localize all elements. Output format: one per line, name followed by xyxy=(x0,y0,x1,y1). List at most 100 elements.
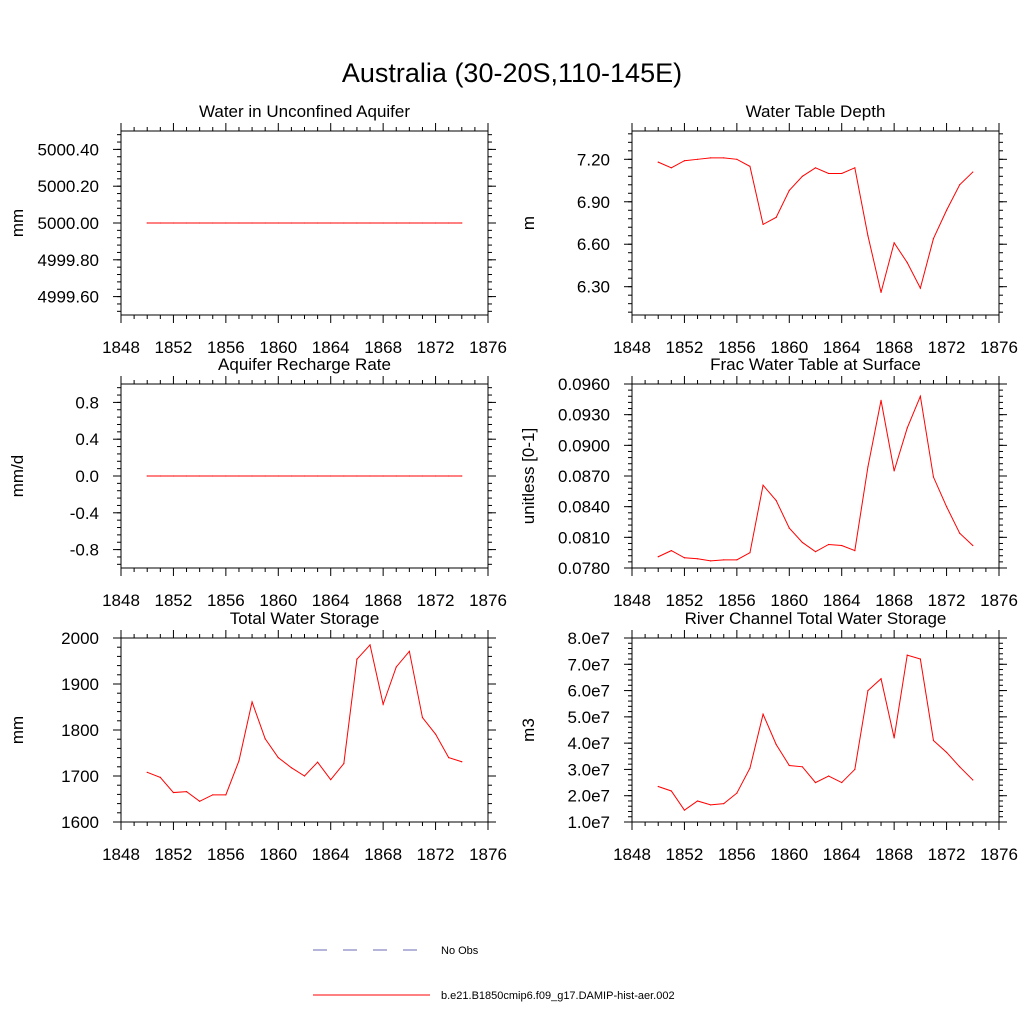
total-water-storage-data-point xyxy=(395,666,397,668)
river-channel-total-water-storage-data-point xyxy=(893,737,895,739)
water-table-depth-data-point xyxy=(841,172,843,175)
river-channel-total-water-storage-data-point xyxy=(683,809,686,811)
water-table-depth-data-point xyxy=(893,242,895,244)
river-channel-total-water-storage-ytick-label: 2.0e7 xyxy=(567,787,610,806)
frac-water-table-at-surface-xtick-label: 1864 xyxy=(823,591,861,610)
total-water-storage-data-point xyxy=(146,771,148,773)
river-channel-total-water-storage-data-point xyxy=(932,739,935,742)
aquifer-recharge-rate-data-point xyxy=(172,475,175,477)
river-channel-total-water-storage-data-point xyxy=(710,804,712,806)
water-table-depth-data-point xyxy=(972,171,974,173)
water-table-depth-data-point xyxy=(657,161,659,163)
aquifer-recharge-rate-data-point xyxy=(369,475,371,477)
frac-water-table-at-surface-frame xyxy=(631,383,1000,569)
total-water-storage-data-point xyxy=(212,794,214,796)
river-channel-total-water-storage-data-point xyxy=(880,678,882,680)
frac-water-table-at-surface-data-point xyxy=(670,550,672,552)
frac-water-table-at-surface-xtick-label: 1876 xyxy=(980,591,1018,610)
river-channel-total-water-storage-series-line xyxy=(658,654,974,811)
total-water-storage-data-point xyxy=(251,701,253,703)
aquifer-recharge-rate-data-point xyxy=(434,475,437,477)
total-water-storage-data-point xyxy=(290,767,292,769)
water-in-unconfined-aquifer-data-point xyxy=(238,222,240,224)
river-channel-total-water-storage-xtick-label: 1852 xyxy=(666,845,704,864)
aquifer-recharge-rate-data-point xyxy=(408,475,410,477)
water-table-depth-data-point xyxy=(867,235,869,237)
frac-water-table-at-surface-data-point xyxy=(906,427,908,429)
river-channel-total-water-storage-xtick-label: 1848 xyxy=(613,845,651,864)
aquifer-recharge-rate-data-point xyxy=(382,475,384,477)
total-water-storage-data-point xyxy=(343,762,345,765)
water-in-unconfined-aquifer-xtick-label: 1864 xyxy=(312,338,350,357)
water-in-unconfined-aquifer-xtick-label: 1860 xyxy=(259,338,297,357)
total-water-storage-data-point xyxy=(225,794,227,796)
water-in-unconfined-aquifer-xtick-label: 1856 xyxy=(207,338,245,357)
water-in-unconfined-aquifer-ytick-label: 5000.20 xyxy=(38,177,99,196)
river-channel-total-water-storage-data-point xyxy=(814,781,817,784)
aquifer-recharge-rate-data-point xyxy=(330,475,332,477)
aquifer-recharge-rate-data-point xyxy=(251,475,253,477)
water-in-unconfined-aquifer-data-point xyxy=(185,222,188,224)
total-water-storage-data-point xyxy=(185,791,188,793)
water-in-unconfined-aquifer-data-point xyxy=(317,222,319,224)
water-in-unconfined-aquifer-data-point xyxy=(448,222,450,224)
water-table-depth-data-point xyxy=(762,223,764,226)
total-water-storage-xtick-label: 1876 xyxy=(469,845,507,864)
aquifer-recharge-rate-xtick-label: 1872 xyxy=(417,591,455,610)
total-water-storage-data-point xyxy=(382,703,384,705)
river-channel-total-water-storage-data-point xyxy=(945,751,948,753)
total-water-storage-frame xyxy=(120,637,489,823)
water-in-unconfined-aquifer-data-point xyxy=(356,222,358,224)
aquifer-recharge-rate-data-point xyxy=(290,475,292,477)
water-table-depth-data-point xyxy=(696,158,699,160)
river-channel-total-water-storage-data-point xyxy=(919,658,921,660)
total-water-storage-ytick-label: 1600 xyxy=(61,813,99,832)
aquifer-recharge-rate-ytick-label: -0.4 xyxy=(70,504,99,523)
total-water-storage-xtick-label: 1848 xyxy=(102,845,140,864)
water-table-depth-xtick-label: 1856 xyxy=(718,338,756,357)
water-in-unconfined-aquifer-data-point xyxy=(251,222,253,224)
water-in-unconfined-aquifer-xtick-label: 1872 xyxy=(417,338,455,357)
water-in-unconfined-aquifer-xtick-label: 1868 xyxy=(364,338,402,357)
panel-frac-water-table-at-surface: Frac Water Table at Surface unitless [0-1… xyxy=(519,355,1018,610)
water-in-unconfined-aquifer-title: Water in Unconfined Aquifer xyxy=(199,102,410,121)
water-in-unconfined-aquifer-data-point xyxy=(290,222,292,224)
aquifer-recharge-rate-data-point xyxy=(225,475,227,477)
frac-water-table-at-surface-title: Frac Water Table at Surface xyxy=(710,355,921,374)
aquifer-recharge-rate-data-point xyxy=(159,475,161,477)
water-table-depth-data-point xyxy=(854,167,856,169)
total-water-storage-xtick-label: 1868 xyxy=(364,845,402,864)
water-in-unconfined-aquifer-ytick-label: 4999.60 xyxy=(38,288,99,307)
aquifer-recharge-rate-data-point xyxy=(303,475,306,477)
water-in-unconfined-aquifer-data-point xyxy=(369,222,371,224)
aquifer-recharge-rate-data-point xyxy=(317,475,319,477)
river-channel-total-water-storage-ytick-label: 3.0e7 xyxy=(567,760,610,779)
frac-water-table-at-surface-data-point xyxy=(736,559,738,561)
river-channel-total-water-storage-xtick-label: 1864 xyxy=(823,845,861,864)
aquifer-recharge-rate-xtick-label: 1864 xyxy=(312,591,350,610)
river-channel-total-water-storage-data-point xyxy=(657,785,659,788)
water-in-unconfined-aquifer-data-point xyxy=(343,222,345,224)
aquifer-recharge-rate-data-point xyxy=(448,475,450,477)
total-water-storage-data-point xyxy=(317,761,319,763)
aquifer-recharge-rate-data-point xyxy=(421,475,424,477)
total-water-storage-data-point xyxy=(277,757,279,759)
river-channel-total-water-storage-ytick-label: 5.0e7 xyxy=(567,708,610,727)
total-water-storage-title: Total Water Storage xyxy=(230,609,380,628)
frac-water-table-at-surface-data-point xyxy=(841,544,843,547)
aquifer-recharge-rate-ytick-label: 0.0 xyxy=(75,467,99,486)
water-table-depth-data-point xyxy=(788,189,790,192)
water-table-depth-frame xyxy=(631,130,1000,316)
river-channel-total-water-storage-data-point xyxy=(670,790,672,792)
frac-water-table-at-surface-ylabel: unitless [0-1] xyxy=(519,428,538,524)
river-channel-total-water-storage-data-point xyxy=(854,768,856,771)
aquifer-recharge-rate-data-point xyxy=(212,475,214,477)
water-table-depth-ytick-label: 6.60 xyxy=(577,235,610,254)
water-table-depth-xtick-label: 1864 xyxy=(823,338,861,357)
aquifer-recharge-rate-data-point xyxy=(185,475,188,477)
frac-water-table-at-surface-data-point xyxy=(657,556,659,558)
frac-water-table-at-surface-ytick-label: 0.0870 xyxy=(558,467,610,486)
frac-water-table-at-surface-xtick-label: 1848 xyxy=(613,591,651,610)
frac-water-table-at-surface-data-point xyxy=(801,541,803,544)
